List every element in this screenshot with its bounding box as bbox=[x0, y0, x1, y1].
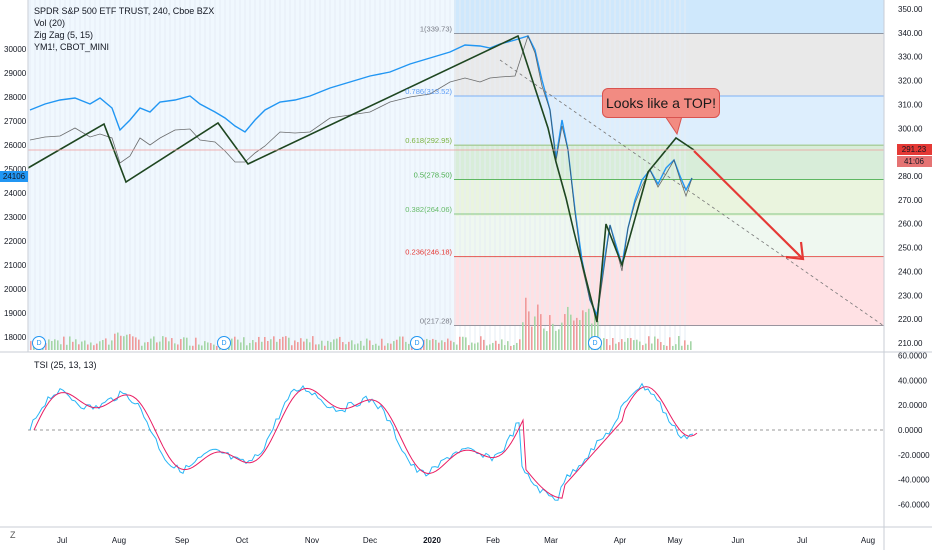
legend-zigzag[interactable]: Zig Zag (5, 15) bbox=[34, 30, 94, 40]
fib-level-label: 0.786(313.52) bbox=[405, 87, 452, 96]
tsi-signal-line bbox=[33, 386, 698, 499]
left-axis-label: 28000 bbox=[4, 93, 27, 102]
dividend-badge[interactable]: D bbox=[32, 336, 46, 350]
left-axis-label: 27000 bbox=[4, 117, 27, 126]
right-axis-label: 330.00 bbox=[898, 53, 923, 62]
right-axis-label: 350.00 bbox=[898, 5, 923, 14]
x-axis-label: Dec bbox=[363, 536, 377, 545]
left-axis-label: 20000 bbox=[4, 285, 27, 294]
countdown-text: 41:06 bbox=[904, 157, 925, 166]
right-axis-label: 210.00 bbox=[898, 339, 923, 348]
x-axis-label: Jun bbox=[732, 536, 745, 545]
dividend-badge[interactable]: D bbox=[217, 336, 231, 350]
left-axis-label: 29000 bbox=[4, 69, 27, 78]
right-axis-label: 270.00 bbox=[898, 196, 923, 205]
tsi-axis-label: 60.0000 bbox=[898, 352, 927, 361]
left-axis-label: 22000 bbox=[4, 237, 27, 246]
timezone-icon[interactable]: Z bbox=[10, 530, 16, 540]
x-axis-label: Sep bbox=[175, 536, 190, 545]
forecast-arrow bbox=[693, 150, 803, 259]
forecast-arrow-head bbox=[785, 241, 805, 261]
left-axis-label: 25000 bbox=[4, 165, 27, 174]
last-price-text: 291.23 bbox=[902, 145, 927, 154]
x-axis-label: Jul bbox=[797, 536, 807, 545]
left-axis-label: 23000 bbox=[4, 213, 27, 222]
annotation-callout[interactable]: Looks like a TOP! bbox=[602, 88, 720, 118]
right-axis-label: 250.00 bbox=[898, 244, 923, 253]
x-axis-label: Aug bbox=[112, 536, 126, 545]
right-axis-label: 230.00 bbox=[898, 291, 923, 300]
right-axis-label: 320.00 bbox=[898, 77, 923, 86]
chart-legend: SPDR S&P 500 ETF TRUST, 240, Cboe BZX Vo… bbox=[34, 5, 214, 53]
left-axis-label: 24000 bbox=[4, 189, 27, 198]
left-axis-label: 21000 bbox=[4, 261, 27, 270]
x-axis-label: Mar bbox=[544, 536, 558, 545]
tsi-axis-label: -40.0000 bbox=[898, 476, 930, 485]
fib-level-label: 1(339.73) bbox=[420, 25, 453, 34]
left-axis-label: 26000 bbox=[4, 141, 27, 150]
x-axis-label: May bbox=[667, 536, 682, 545]
tsi-line bbox=[29, 382, 694, 501]
right-axis-label: 280.00 bbox=[898, 172, 923, 181]
tsi-axis-label: 20.0000 bbox=[898, 401, 927, 410]
right-axis-label: 300.00 bbox=[898, 124, 923, 133]
x-axis-label: Aug bbox=[861, 536, 875, 545]
last-price-tag bbox=[897, 144, 932, 155]
x-axis-label: Oct bbox=[236, 536, 249, 545]
left-axis-label: 19000 bbox=[4, 309, 27, 318]
fib-level-label: 0.5(278.50) bbox=[414, 171, 453, 180]
left-axis-label: 18000 bbox=[4, 333, 27, 342]
fib-level-label: 0(217.28) bbox=[420, 317, 453, 326]
dividend-badge[interactable]: D bbox=[588, 336, 602, 350]
x-axis-label: 2020 bbox=[423, 536, 441, 545]
left-price-text: 24106 bbox=[3, 172, 26, 181]
left-price-tag bbox=[0, 171, 28, 182]
legend-vol[interactable]: Vol (20) bbox=[34, 18, 66, 28]
spy-candles bbox=[29, 34, 693, 320]
x-axis-label: Nov bbox=[305, 536, 319, 545]
tsi-axis-label: 0.0000 bbox=[898, 426, 923, 435]
right-axis-label: 310.00 bbox=[898, 100, 923, 109]
legend-ym[interactable]: YM1!, CBOT_MINI bbox=[34, 42, 110, 52]
x-axis-label: Jul bbox=[57, 536, 67, 545]
fib-level-label: 0.236(246.18) bbox=[405, 248, 452, 257]
countdown-tag bbox=[897, 156, 932, 167]
fib-level-label: 0.618(292.95) bbox=[405, 136, 452, 145]
zigzag-line bbox=[27, 34, 695, 323]
x-axis-label: Apr bbox=[614, 536, 627, 545]
x-axis-label: Feb bbox=[486, 536, 500, 545]
right-axis-label: 240.00 bbox=[898, 267, 923, 276]
legend-title[interactable]: SPDR S&P 500 ETF TRUST, 240, Cboe BZX bbox=[34, 6, 215, 16]
tsi-axis-label: -20.0000 bbox=[898, 451, 930, 460]
tsi-axis-label: -60.0000 bbox=[898, 500, 930, 509]
right-axis-label: 260.00 bbox=[898, 220, 923, 229]
tsi-legend[interactable]: TSI (25, 13, 13) bbox=[34, 360, 97, 370]
dividend-badge[interactable]: D bbox=[410, 336, 424, 350]
right-axis-label: 220.00 bbox=[898, 315, 923, 324]
fib-level-label: 0.382(264.06) bbox=[405, 205, 452, 214]
tsi-axis-label: 40.0000 bbox=[898, 376, 927, 385]
left-axis-label: 30000 bbox=[4, 45, 27, 54]
right-axis-label: 340.00 bbox=[898, 29, 923, 38]
